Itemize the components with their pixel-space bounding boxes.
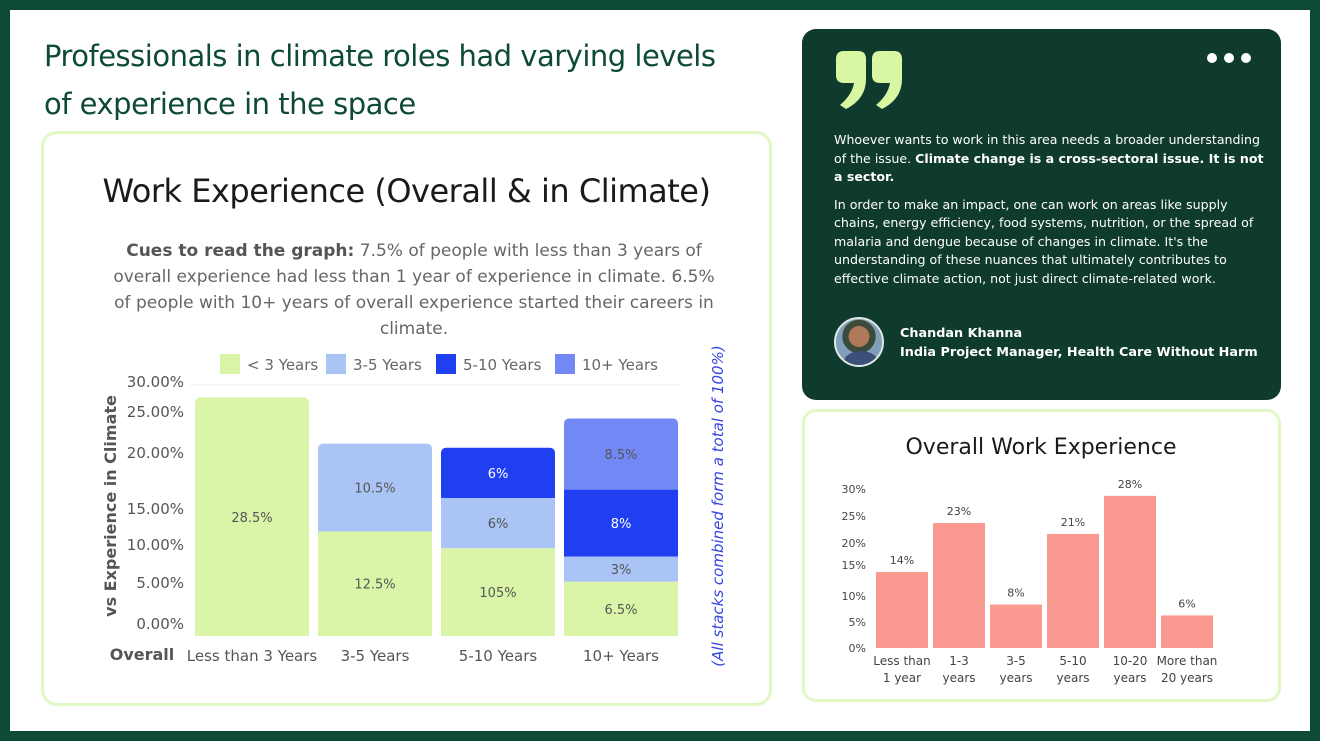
quote-paragraph-2: In order to make an impact, one can work… [834, 196, 1254, 286]
stacked-bar-chart: < 3 Years 3-5 Years 5-10 Years 10+ Years 0.0… [101, 345, 727, 666]
bar-segment [441, 497, 555, 549]
legend-swatch [220, 354, 240, 374]
more-options-icon[interactable] [1207, 53, 1251, 63]
bar-segment [564, 489, 678, 557]
author-name: Chandan Khanna [900, 326, 1023, 341]
cues-label: Cues to read the graph: [126, 241, 355, 261]
bar-segment-fill [318, 449, 432, 532]
y-tick-label: 20% [842, 537, 866, 550]
x-tick-label: years [1056, 671, 1089, 685]
legend-label: 5-10 Years [463, 356, 542, 374]
avatar [834, 317, 884, 367]
bar-segment [441, 548, 555, 636]
x-tick-label: 5-10 Years [459, 647, 538, 665]
y-tick-label: 25.00% [127, 403, 184, 421]
y-tick-label: 25% [842, 510, 866, 523]
bar-segment-fill [441, 453, 555, 498]
x-tick-label: 10+ Years [583, 647, 659, 665]
data-label: 6% [488, 467, 509, 482]
data-label: 6% [1178, 597, 1195, 610]
data-label: 6% [488, 517, 509, 532]
side-note: (All stacks combined form a total of 100… [709, 345, 727, 666]
bar [990, 604, 1042, 648]
data-label: 3% [611, 563, 632, 578]
data-label: 14% [890, 554, 914, 567]
chart-cues: Cues to read the graph: 7.5% of people w… [104, 238, 724, 342]
quote-card: Whoever wants to work in this area needs… [802, 29, 1281, 400]
bar [1161, 615, 1213, 648]
chart-title: Overall Work Experience [905, 435, 1176, 460]
x-tick-label: 3-5 [1006, 654, 1026, 668]
y-tick-label: 15% [842, 559, 866, 572]
x-tick-label: More than [1157, 654, 1218, 668]
y-tick-label: 5% [849, 616, 866, 629]
stacked-chart-card: Work Experience (Overall & in Climate) C… [41, 131, 772, 706]
data-label: 21% [1061, 516, 1085, 529]
bar [933, 523, 985, 648]
quote-author: Chandan Khanna India Project Manager, He… [900, 324, 1258, 362]
y-tick-label: 5.00% [136, 574, 184, 592]
x-tick-label: 5-10 [1059, 654, 1086, 668]
bar-segment [564, 556, 678, 582]
legend-label: < 3 Years [247, 356, 318, 374]
quote-text: Whoever wants to work in this area needs… [834, 131, 1264, 297]
bar [1104, 495, 1156, 648]
y-tick-label: 15.00% [127, 500, 184, 518]
legend-label: 3-5 Years [353, 356, 422, 374]
data-label: 8% [611, 517, 632, 532]
bar-segment-fill [195, 403, 309, 636]
legend-swatch [436, 354, 456, 374]
x-tick-label: 1 year [883, 671, 921, 685]
cues-text: 7.5% of people with less than 3 years of… [113, 241, 715, 339]
x-tick-label: Less than [873, 654, 930, 668]
y-tick-label: 0.00% [136, 615, 184, 633]
y-axis-title: vs Experience in Climate [101, 395, 120, 617]
y-tick-label: 30.00% [127, 373, 184, 391]
quote-icon [836, 51, 902, 109]
bar-segment [318, 531, 432, 636]
x-tick-label: years [999, 671, 1032, 685]
bar-segment-fill [564, 424, 678, 490]
slide: Professionals in climate roles had varyi… [10, 10, 1310, 731]
legend-label: 10+ Years [582, 356, 658, 374]
chart-title: Work Experience (Overall & in Climate) [102, 172, 711, 210]
data-label: 8.5% [604, 448, 637, 463]
y-tick-label: 10% [842, 590, 866, 603]
data-label: 28.5% [231, 511, 272, 526]
x-tick-label: 1-3 [949, 654, 969, 668]
y-tick-label: 10.00% [127, 536, 184, 554]
x-tick-label: years [942, 671, 975, 685]
data-label: 6.5% [604, 603, 637, 618]
data-label: 28% [1118, 478, 1142, 491]
data-label: 23% [947, 505, 971, 518]
data-label: 10.5% [354, 481, 395, 496]
overall-bar-chart: Overall Work Experience 0% 5% 10% 15% 20% 25% 3… [842, 435, 1218, 685]
x-axis-title: Overall [110, 645, 175, 664]
y-tick-label: 0% [849, 642, 866, 655]
bar [876, 571, 928, 648]
y-tick-label: 30% [842, 483, 866, 496]
bar-segment [564, 581, 678, 636]
x-tick-label: Less than 3 Years [187, 647, 318, 665]
data-label: 8% [1007, 587, 1024, 600]
x-tick-label: 10-20 [1113, 654, 1148, 668]
x-tick-label: 20 years [1161, 671, 1213, 685]
x-tick-label: 3-5 Years [341, 647, 410, 665]
overall-chart-card: Overall Work Experience 0% 5% 10% 15% 20% 25% 3… [802, 409, 1281, 702]
y-tick-label: 20.00% [127, 444, 184, 462]
legend-swatch [326, 354, 346, 374]
page-title: Professionals in climate roles had varyi… [44, 39, 716, 121]
data-label: 12.5% [354, 578, 395, 593]
quote-paragraph-1: Whoever wants to work in this area needs… [834, 132, 1264, 184]
author-role: India Project Manager, Health Care Witho… [900, 345, 1258, 360]
bar [1047, 533, 1099, 648]
x-tick-label: years [1113, 671, 1146, 685]
legend-swatch [555, 354, 575, 374]
data-label: 105% [479, 586, 516, 601]
